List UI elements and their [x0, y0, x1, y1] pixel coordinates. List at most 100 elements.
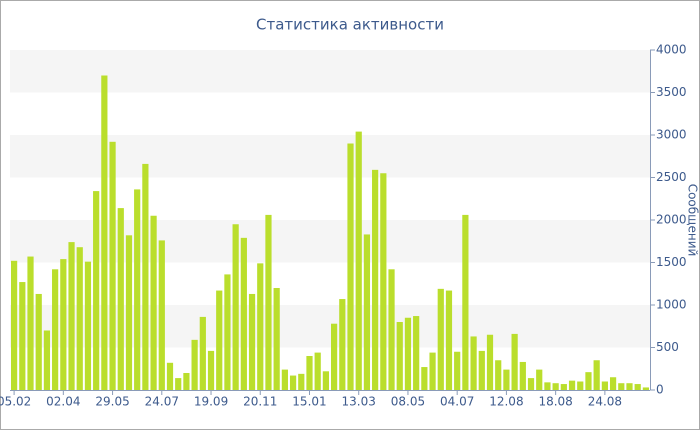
grid-band — [10, 305, 650, 348]
y-tick-label: 1000 — [656, 298, 687, 312]
bar — [224, 274, 231, 390]
bar — [158, 240, 165, 390]
x-tick-label: 05.02 — [0, 395, 31, 409]
x-tick-label: 19.09 — [194, 395, 228, 409]
y-tick-label: 0 — [656, 383, 664, 397]
bar — [413, 316, 420, 390]
bar — [544, 382, 551, 390]
x-tick-label: 08.05 — [391, 395, 425, 409]
y-tick-label: 500 — [656, 340, 679, 354]
y-tick-label: 3000 — [656, 128, 687, 142]
bar — [560, 384, 567, 390]
bar — [35, 293, 42, 390]
bar — [142, 163, 149, 390]
x-tick-label: 04.07 — [440, 395, 474, 409]
bar — [240, 237, 247, 390]
bar — [216, 290, 223, 390]
bar — [503, 369, 510, 390]
x-tick-label: 29.05 — [95, 395, 129, 409]
bar — [322, 371, 329, 390]
bar — [265, 214, 272, 390]
x-tick-label: 24.07 — [145, 395, 179, 409]
bar — [380, 173, 387, 390]
bar — [207, 350, 215, 390]
chart-title: Статистика активности — [256, 16, 444, 34]
bar — [134, 189, 141, 390]
bar — [52, 269, 59, 390]
x-tick-label: 20.11 — [243, 395, 277, 409]
bar — [593, 360, 600, 390]
bar — [552, 383, 559, 390]
y-axis-label: Сообщений — [686, 184, 700, 257]
bar — [577, 381, 584, 390]
bar — [462, 214, 469, 390]
bar — [429, 352, 436, 390]
bar — [486, 334, 494, 390]
bar — [125, 235, 133, 390]
y-tick-label: 4000 — [656, 43, 687, 57]
x-tick-label: 13.03 — [342, 395, 376, 409]
bar — [84, 261, 92, 390]
bar — [166, 362, 174, 390]
bar — [519, 361, 526, 390]
bar — [257, 263, 264, 390]
bar — [585, 372, 592, 390]
y-tick-label: 2000 — [656, 213, 687, 227]
bar — [355, 131, 362, 390]
bar — [175, 378, 182, 390]
bar — [281, 369, 288, 390]
bar — [331, 323, 338, 390]
bar — [511, 333, 518, 390]
bar — [454, 351, 461, 390]
bar — [404, 317, 412, 390]
bar — [11, 260, 18, 390]
bar — [495, 360, 502, 390]
bar — [388, 269, 395, 390]
bar — [232, 224, 239, 390]
bar — [68, 242, 75, 390]
bar — [363, 234, 371, 390]
bar — [618, 383, 625, 390]
bar — [421, 367, 428, 390]
grid-band — [10, 220, 650, 263]
bar — [626, 383, 633, 390]
x-tick-label: 15.01 — [292, 395, 326, 409]
bar — [609, 377, 617, 390]
bar — [199, 316, 206, 390]
bar — [27, 256, 34, 390]
bar — [289, 375, 297, 390]
bar — [601, 381, 608, 390]
bar — [101, 75, 108, 390]
bar — [339, 299, 346, 390]
bar — [347, 143, 354, 390]
bar — [191, 339, 198, 390]
bar — [93, 191, 100, 390]
bar — [634, 384, 641, 390]
bar — [642, 387, 649, 390]
bar — [109, 141, 116, 390]
bar — [445, 290, 453, 390]
y-tick-label: 2500 — [656, 170, 687, 184]
bar — [117, 208, 124, 390]
grid-band — [10, 135, 650, 178]
bar — [478, 350, 485, 390]
bar — [298, 373, 305, 390]
bar — [19, 282, 26, 390]
grid-band — [10, 50, 650, 93]
bar — [568, 380, 576, 390]
bar — [396, 322, 403, 390]
bar — [76, 247, 83, 390]
x-tick-label: 18.08 — [538, 395, 572, 409]
bar — [60, 259, 67, 390]
x-tick-label: 02.04 — [46, 395, 80, 409]
y-tick-label: 1500 — [656, 255, 687, 269]
x-tick-label: 24.08 — [588, 395, 622, 409]
bar — [314, 352, 321, 390]
bar — [470, 336, 477, 390]
bar — [183, 373, 190, 390]
y-tick-label: 3500 — [656, 85, 687, 99]
bar — [248, 293, 256, 390]
bar — [437, 288, 444, 390]
bar — [150, 215, 157, 390]
